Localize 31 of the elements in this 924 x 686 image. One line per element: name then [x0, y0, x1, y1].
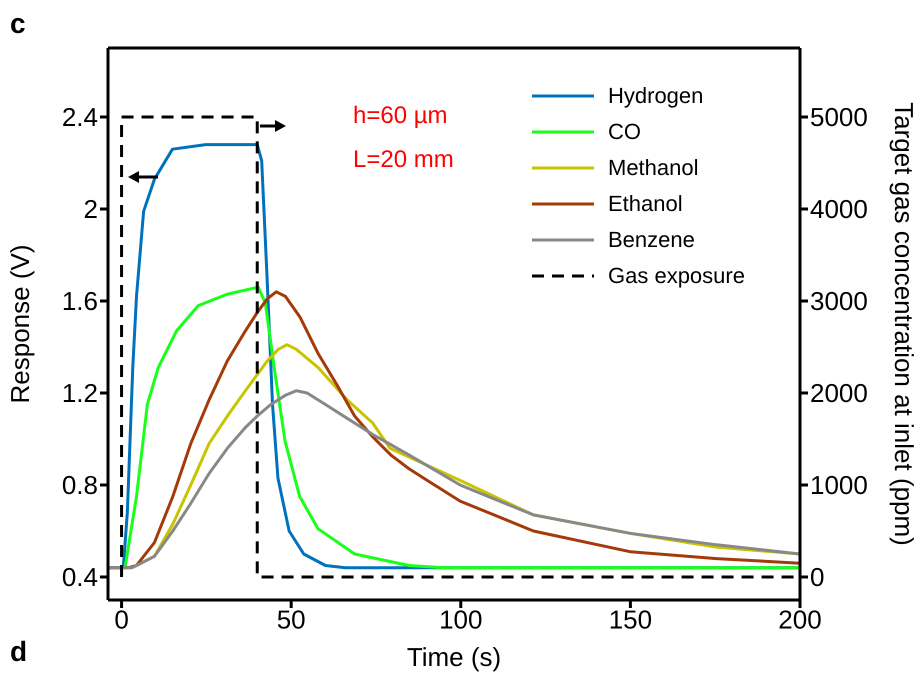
text: d [10, 636, 28, 668]
x-tick-label: 50 [276, 604, 306, 634]
y-tick-label: 0.8 [62, 470, 98, 500]
legend-label: Hydrogen [608, 82, 704, 110]
annotation: L=20 mm [353, 145, 454, 175]
y-axis-title: Response (V) [5, 244, 36, 404]
x-axis-title: Time (s) [406, 642, 502, 672]
y2-tick-label: 0 [810, 562, 824, 592]
y2-tick-label: 1000 [810, 470, 868, 500]
y2-tick-label: 5000 [810, 102, 868, 132]
x-tick-label: 150 [608, 604, 652, 634]
text: c [10, 8, 26, 40]
legend-label: Ethanol [608, 190, 683, 218]
y2-tick-label: 4000 [810, 194, 868, 224]
y-tick-label: 1.6 [62, 286, 98, 316]
legend-label: Benzene [608, 226, 695, 254]
y-tick-label: 2 [84, 194, 98, 224]
y2-axis-title: Target gas concentration at inlet (ppm) [888, 102, 919, 546]
x-tick-label: 0 [114, 604, 129, 634]
annotation: h=60 µm [353, 101, 448, 131]
legend-label: Methanol [608, 154, 699, 182]
line-series [108, 389, 800, 570]
y-tick-label: 2.4 [62, 102, 98, 132]
y2-tick-label: 2000 [810, 378, 868, 408]
legend-label: CO [608, 118, 641, 146]
y-tick-label: 0.4 [62, 562, 98, 592]
y-tick-label: 1.2 [62, 378, 98, 408]
x-tick-label: 100 [439, 604, 482, 634]
y2-tick-label: 3000 [810, 286, 868, 316]
x-tick-label: 200 [778, 604, 822, 634]
legend-label: Gas exposure [608, 262, 745, 290]
